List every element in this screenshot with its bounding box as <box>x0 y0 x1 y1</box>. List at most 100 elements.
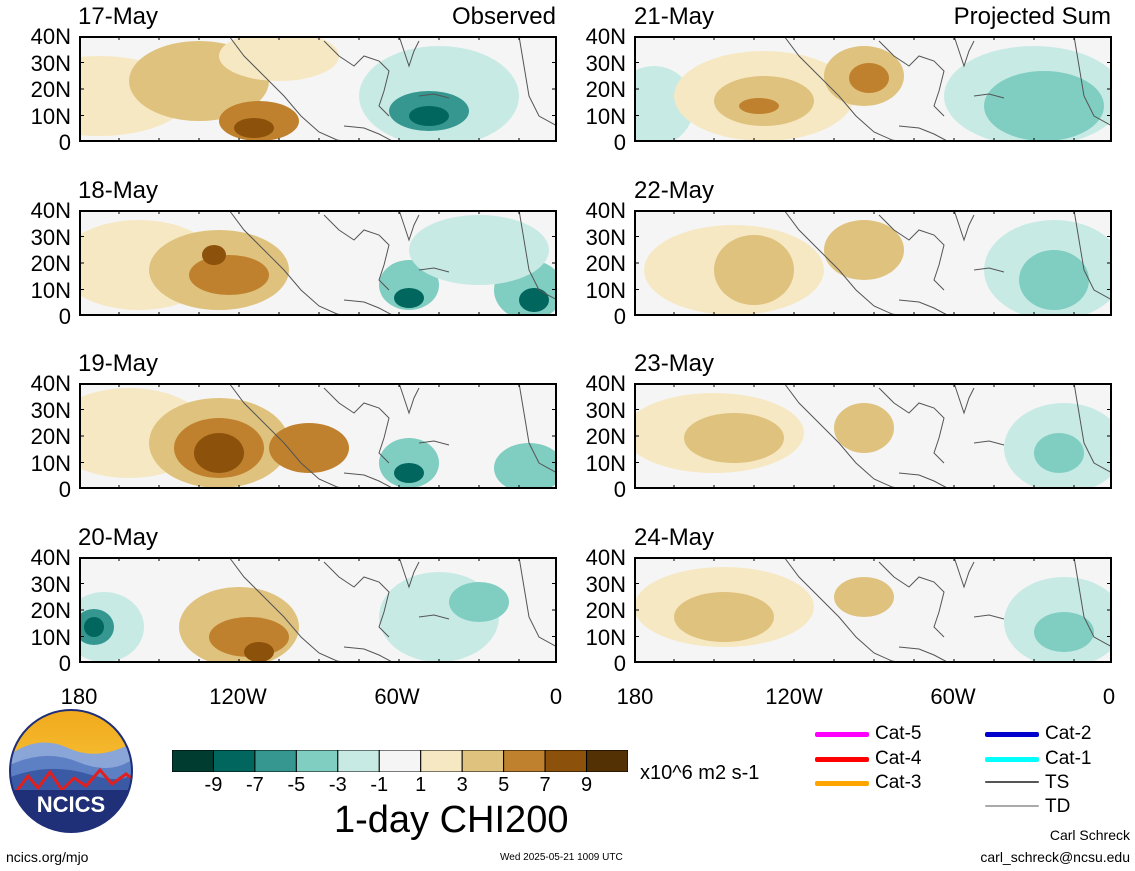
chi-contour <box>449 582 509 622</box>
colorbar-title: 1-day CHI200 <box>334 799 569 841</box>
y-tick: 40N <box>585 545 626 570</box>
timestamp: Wed 2025-05-21 1009 UTC <box>500 852 623 863</box>
x-tick: 180 <box>616 684 654 709</box>
colorbar-swatch <box>295 750 339 772</box>
y-tick: 20N <box>30 77 71 102</box>
y-tick: 0 <box>613 130 626 155</box>
x-tick: 60W <box>930 684 976 709</box>
legend-label: Cat-1 <box>1045 748 1092 769</box>
chi-contour <box>1019 250 1089 310</box>
y-tick: 20N <box>30 251 71 276</box>
panel-date: 24-May <box>634 524 715 551</box>
chi-contour <box>394 288 424 308</box>
y-tick: 30N <box>585 224 626 250</box>
coastline <box>783 383 1112 489</box>
colorbar-swatch <box>503 750 546 772</box>
chi-contour <box>519 288 549 312</box>
legend-label: Cat-2 <box>1045 723 1092 744</box>
colorbar-swatch <box>212 750 256 772</box>
panel-date: 22-May <box>634 177 715 204</box>
colorbar-label: 5 <box>498 774 510 796</box>
legend-swatch <box>815 781 869 786</box>
colorbar-swatch <box>337 750 380 772</box>
panel-header: Observed <box>451 3 556 30</box>
y-tick: 30N <box>30 50 71 76</box>
author-email: carl_schreck@ncsu.edu <box>980 849 1130 865</box>
y-tick: 40N <box>30 198 71 223</box>
y-tick: 30N <box>30 397 71 423</box>
chi-contour <box>984 71 1104 141</box>
x-tick: 120W <box>209 684 267 709</box>
x-tick: 120W <box>765 684 823 709</box>
chi-contour <box>234 118 274 138</box>
colorbar-label: -3 <box>328 774 347 796</box>
y-tick: 20N <box>585 424 626 449</box>
site-url: ncics.org/mjo <box>6 849 89 865</box>
colorbar-label: -1 <box>370 774 389 796</box>
y-tick: 40N <box>585 371 626 396</box>
panel-date: 19-May <box>78 350 159 377</box>
panel-date: 20-May <box>78 524 159 551</box>
colorbar-label: -5 <box>287 774 306 796</box>
y-tick: 10N <box>585 277 626 303</box>
chi-contour <box>834 577 894 617</box>
chi-contour <box>244 642 274 662</box>
colorbar-swatch <box>420 750 463 772</box>
panel-date: 21-May <box>634 3 715 30</box>
coastline <box>228 210 557 316</box>
legend-swatch <box>815 757 869 762</box>
panel-date: 23-May <box>634 350 715 377</box>
chi-contour <box>824 220 904 280</box>
chi-contour <box>1034 433 1084 473</box>
colorbar-label: 9 <box>580 774 593 796</box>
colorbar-label: -9 <box>204 774 223 796</box>
chi200-map-projected-3 <box>634 383 1112 489</box>
x-tick: 180 <box>60 684 98 709</box>
colorbar-label: 7 <box>539 774 551 796</box>
y-tick: 0 <box>58 651 71 676</box>
y-tick: 10N <box>30 103 71 129</box>
y-tick: 40N <box>30 545 71 570</box>
x-tick: 0 <box>549 684 563 709</box>
chi-contour <box>1034 612 1094 652</box>
colorbar-swatch <box>586 750 628 772</box>
y-tick: 0 <box>613 651 626 676</box>
y-tick: 40N <box>585 198 626 223</box>
chi-contour <box>379 260 439 310</box>
chi-contour <box>409 215 549 285</box>
coastline <box>228 36 557 142</box>
colorbar-swatch <box>172 750 214 772</box>
y-tick: 30N <box>30 224 71 250</box>
legend-label: TS <box>1045 772 1070 793</box>
chi-contour <box>189 255 269 295</box>
y-tick: 30N <box>585 571 626 597</box>
y-tick: 20N <box>585 77 626 102</box>
legend-swatch <box>985 805 1039 807</box>
y-tick: 40N <box>30 24 71 49</box>
legend-label: TD <box>1045 796 1071 817</box>
chi-contour <box>684 413 784 463</box>
y-tick: 10N <box>585 624 626 650</box>
y-tick: 0 <box>613 304 626 329</box>
chi-contour <box>834 403 894 453</box>
legend-swatch <box>985 757 1039 762</box>
y-tick: 20N <box>585 598 626 623</box>
coastline <box>783 557 1112 663</box>
chi-contour <box>674 592 774 642</box>
panel-date: 17-May <box>78 3 159 30</box>
chi200-map-observed-2 <box>79 210 557 316</box>
y-tick: 30N <box>585 50 626 76</box>
coastline <box>228 557 557 663</box>
y-tick: 0 <box>58 304 71 329</box>
colorbar-swatch <box>461 750 505 772</box>
panel-header: Projected Sum <box>953 3 1111 30</box>
chi200-map-observed-1 <box>79 36 557 142</box>
author-name: Carl Schreck <box>1049 827 1130 843</box>
legend-label: Cat-5 <box>875 723 922 744</box>
chi-contour <box>202 245 226 265</box>
chi-contour <box>269 423 349 473</box>
colorbar-units: x10^6 m2 s-1 <box>640 762 760 784</box>
panel-date: 18-May <box>78 177 159 204</box>
chi-contour <box>219 36 339 81</box>
legend-swatch <box>985 781 1039 783</box>
